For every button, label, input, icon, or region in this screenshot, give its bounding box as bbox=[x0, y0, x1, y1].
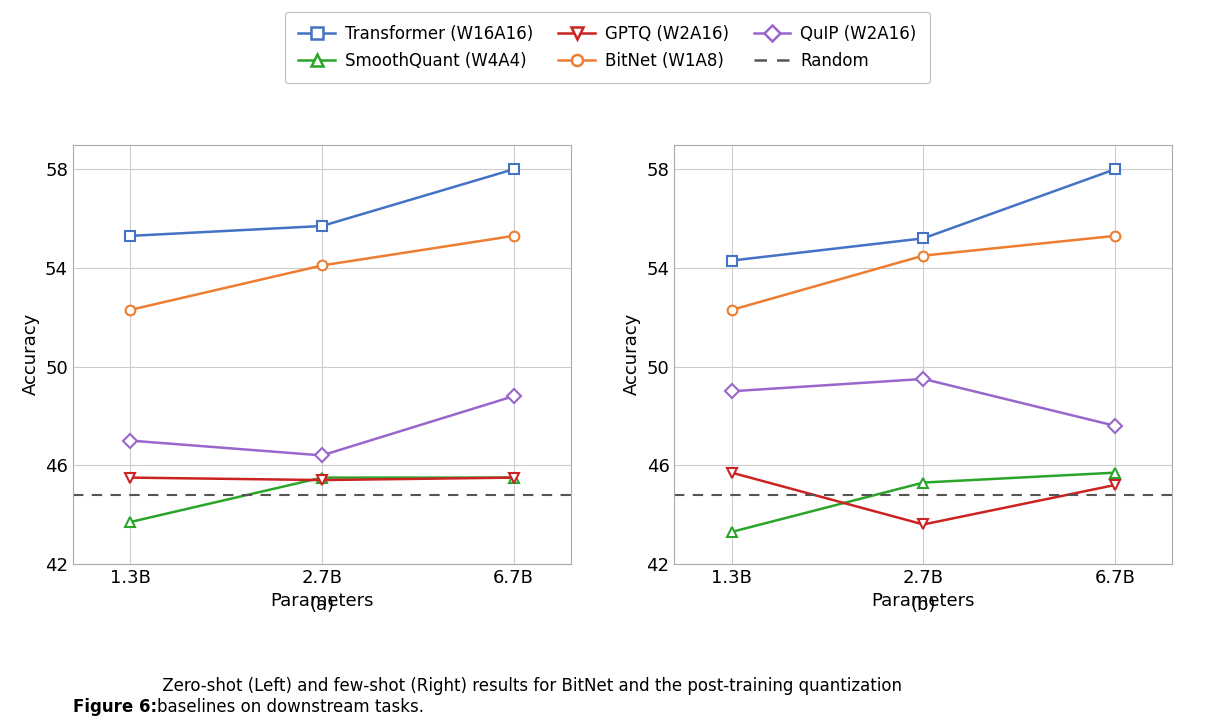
Text: Figure 6:: Figure 6: bbox=[73, 698, 157, 716]
Y-axis label: Accuracy: Accuracy bbox=[22, 313, 39, 395]
Y-axis label: Accuracy: Accuracy bbox=[623, 313, 640, 395]
Text: Zero-shot (Left) and few-shot (Right) results for BitNet and the post-training q: Zero-shot (Left) and few-shot (Right) re… bbox=[157, 677, 902, 716]
Text: (a): (a) bbox=[310, 596, 334, 615]
Legend: Transformer (W16A16), SmoothQuant (W4A4), GPTQ (W2A16), BitNet (W1A8), QuIP (W2A: Transformer (W16A16), SmoothQuant (W4A4)… bbox=[284, 12, 931, 83]
Text: (b): (b) bbox=[911, 596, 936, 615]
X-axis label: Parameters: Parameters bbox=[871, 592, 976, 610]
X-axis label: Parameters: Parameters bbox=[270, 592, 374, 610]
